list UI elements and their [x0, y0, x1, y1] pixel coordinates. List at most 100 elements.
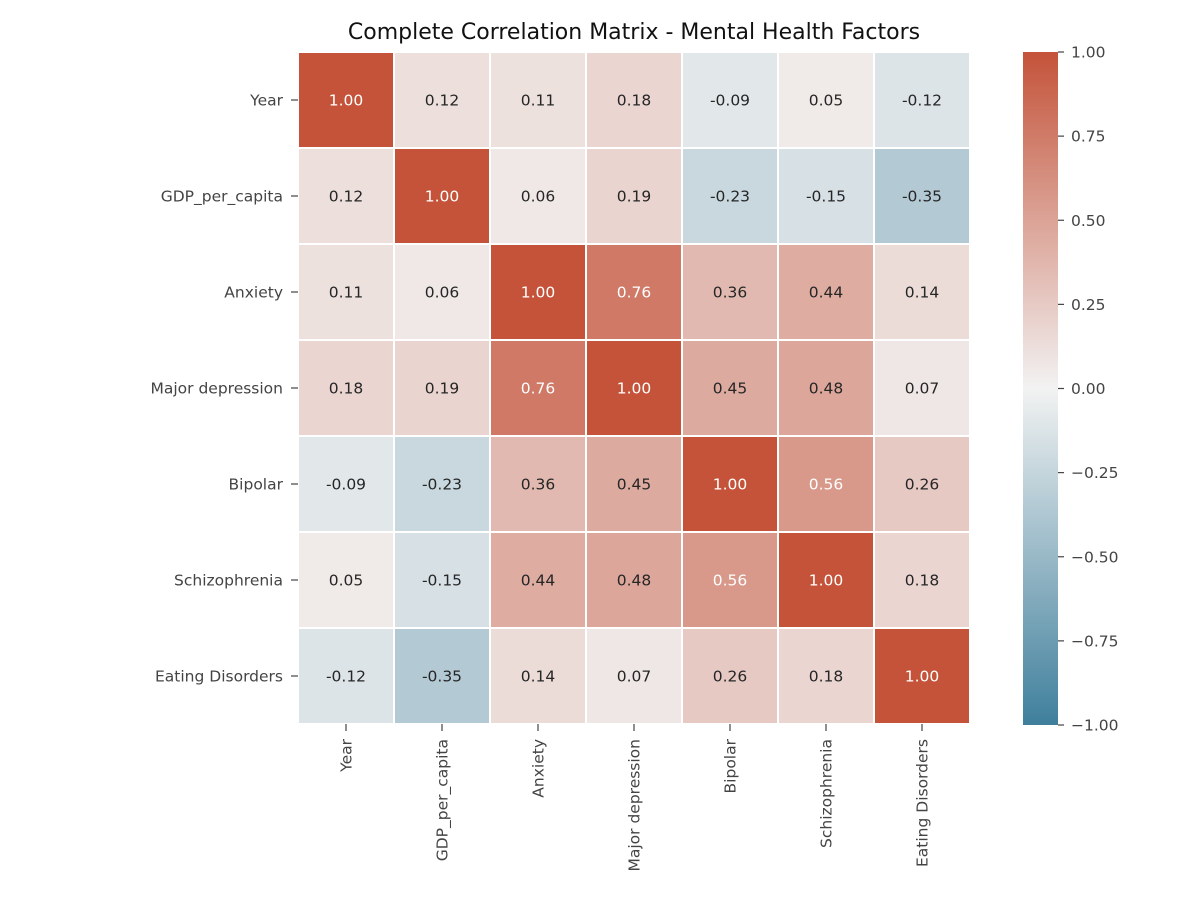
cell-value-label: 0.11: [329, 284, 364, 302]
heatmap-cell-schizophrenia-bipolar: [681, 531, 779, 629]
heatmap-cell-eating-disorders-schizophrenia: [777, 627, 875, 725]
y-tick-label-bipolar: Bipolar: [229, 476, 284, 494]
cell-value-label: 0.36: [521, 476, 556, 494]
cell-value-label: -0.23: [422, 476, 462, 494]
cell-value-label: 0.07: [905, 380, 940, 398]
heatmap-cell-schizophrenia-eating-disorders: [873, 531, 971, 629]
heatmap-cell-gdp-per-capita-anxiety: [489, 147, 587, 245]
cell-value-label: 0.44: [521, 572, 556, 590]
cell-value-label: 0.11: [521, 92, 556, 110]
cell-value-label: -0.23: [710, 188, 750, 206]
cell-value-label: 0.12: [425, 92, 460, 110]
heatmap-cell-schizophrenia-year: [297, 531, 395, 629]
cell-value-label: -0.12: [326, 668, 366, 686]
cell-value-label: 0.14: [521, 668, 556, 686]
x-tick-label-schizophrenia: Schizophrenia: [818, 739, 836, 848]
heatmap-cell-bipolar-year: [297, 435, 395, 533]
cell-value-label: 0.07: [617, 668, 652, 686]
cell-value-label: 0.14: [905, 284, 940, 302]
heatmap-cell-eating-disorders-bipolar: [681, 627, 779, 725]
x-tick-label-eating-disorders: Eating Disorders: [914, 739, 932, 867]
y-tick-label-schizophrenia: Schizophrenia: [174, 572, 283, 590]
column-tick-labels: Year GDP_per_capita Anxiety Major depressio…: [338, 724, 932, 872]
heatmap-cell-anxiety-schizophrenia: [777, 243, 875, 341]
cell-value-label: -0.15: [806, 188, 846, 206]
y-tick-label-year: Year: [249, 92, 283, 110]
row-tick-labels: Year GDP_per_capita Anxiety Major depressio…: [150, 92, 298, 686]
heatmap-cell-anxiety-major-depression: [585, 243, 683, 341]
heatmap-cell-year-schizophrenia: [777, 51, 875, 149]
cell-value-label: 0.06: [521, 188, 556, 206]
heatmap-cell-gdp-per-capita-bipolar: [681, 147, 779, 245]
cell-value-label: 0.12: [329, 188, 364, 206]
x-tick-label-major-depression: Major depression: [626, 739, 644, 872]
colorbar-tick-label: 0.75: [1071, 128, 1106, 146]
heatmap-cell-schizophrenia-major-depression: [585, 531, 683, 629]
heatmap-cell-major-depression-schizophrenia: [777, 339, 875, 437]
colorbar-gradient: [1023, 52, 1058, 725]
heatmap-cell-schizophrenia-gdp-per-capita: [393, 531, 491, 629]
cell-value-label: 0.36: [713, 284, 748, 302]
cell-value-label: 0.06: [425, 284, 460, 302]
y-tick-label-major-depression: Major depression: [150, 380, 283, 398]
heatmap-cell-eating-disorders-year: [297, 627, 395, 725]
heatmap-cell-year-gdp-per-capita: [393, 51, 491, 149]
cell-value-label: 0.19: [617, 188, 652, 206]
heatmap-cell-eating-disorders-eating-disorders: [873, 627, 971, 725]
chart-title: Complete Correlation Matrix - Mental Hea…: [348, 20, 920, 45]
heatmap-cell-anxiety-gdp-per-capita: [393, 243, 491, 341]
cell-value-label: -0.12: [902, 92, 942, 110]
colorbar-tick-label: 0.50: [1071, 212, 1106, 230]
colorbar-tick-label: 0.00: [1071, 380, 1106, 398]
heatmap-cell-bipolar-anxiety: [489, 435, 587, 533]
heatmap-cell-anxiety-anxiety: [489, 243, 587, 341]
cell-value-label: 1.00: [905, 668, 940, 686]
heatmap-cell-major-depression-year: [297, 339, 395, 437]
cell-value-label: 0.26: [713, 668, 748, 686]
cell-value-label: -0.09: [326, 476, 366, 494]
cell-value-label: 0.56: [809, 476, 844, 494]
colorbar-tick-label: −0.75: [1071, 632, 1119, 650]
heatmap-cell-major-depression-eating-disorders: [873, 339, 971, 437]
heatmap-cell-anxiety-bipolar: [681, 243, 779, 341]
y-tick-label-eating-disorders: Eating Disorders: [155, 668, 283, 686]
heatmap-cell-year-anxiety: [489, 51, 587, 149]
colorbar-tick-label: −0.25: [1071, 464, 1119, 482]
x-tick-label-year: Year: [338, 738, 356, 772]
colorbar-tick-label: 0.25: [1071, 296, 1106, 314]
colorbar-tick-label: −1.00: [1071, 717, 1119, 735]
cell-value-label: -0.35: [902, 188, 942, 206]
heatmap-cell-eating-disorders-anxiety: [489, 627, 587, 725]
heatmap-cell-eating-disorders-major-depression: [585, 627, 683, 725]
colorbar-tick-label: 1.00: [1071, 44, 1106, 62]
heatmap-cell-year-year: [297, 51, 395, 149]
cell-value-label: 0.44: [809, 284, 844, 302]
cell-value-label: 0.18: [905, 572, 940, 590]
cell-value-label: 0.26: [905, 476, 940, 494]
y-tick-label-gdp-per-capita: GDP_per_capita: [161, 188, 283, 207]
cell-value-label: 0.76: [521, 380, 556, 398]
x-tick-label-gdp-per-capita: GDP_per_capita: [434, 739, 453, 861]
cell-value-label: 0.45: [713, 380, 748, 398]
cell-value-label: 1.00: [425, 188, 460, 206]
heatmap-cell-major-depression-gdp-per-capita: [393, 339, 491, 437]
cell-value-label: 1.00: [809, 572, 844, 590]
cell-value-label: 0.76: [617, 284, 652, 302]
cell-value-label: 1.00: [329, 92, 364, 110]
cell-value-label: 0.45: [617, 476, 652, 494]
heatmap-cells: 1.00 0.12 0.11 0.18 -0.09 0.05 -0.12 0.12 1.00 0.…: [297, 51, 971, 725]
x-tick-label-bipolar: Bipolar: [722, 738, 740, 793]
cell-value-label: 0.48: [809, 380, 844, 398]
heatmap-cell-anxiety-eating-disorders: [873, 243, 971, 341]
cell-value-label: -0.15: [422, 572, 462, 590]
cell-value-label: 1.00: [521, 284, 556, 302]
heatmap-cell-gdp-per-capita-eating-disorders: [873, 147, 971, 245]
cell-value-label: 0.56: [713, 572, 748, 590]
y-tick-label-anxiety: Anxiety: [224, 284, 283, 302]
cell-value-label: 0.05: [329, 572, 364, 590]
cell-value-label: 0.18: [617, 92, 652, 110]
colorbar: 1.00 0.75 0.50 0.25 0.00 −0.25 −0.50 −0.75 −1.00: [1023, 44, 1119, 735]
cell-value-label: -0.35: [422, 668, 462, 686]
cell-value-label: 1.00: [617, 380, 652, 398]
